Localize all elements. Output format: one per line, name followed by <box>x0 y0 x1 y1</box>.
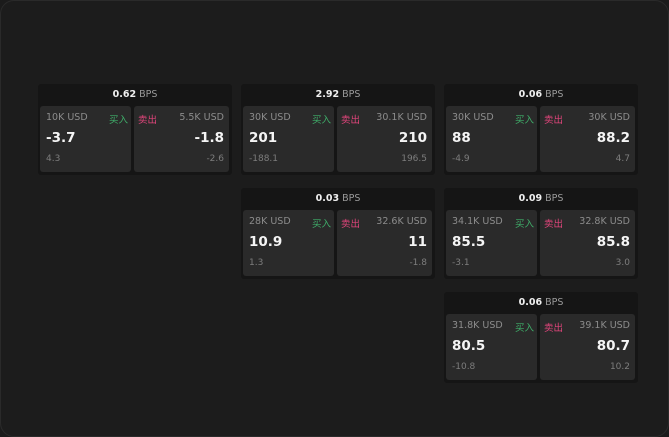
spread-value: 0.62 <box>112 89 137 100</box>
buy-quote-button[interactable]: 10K USD 买入 -3.7 4.3 <box>40 106 131 172</box>
spread-value: 0.06 <box>518 89 543 100</box>
sell-price: 88.2 <box>596 130 630 146</box>
buy-price: 88 <box>452 130 471 146</box>
spread-unit: BPS <box>342 89 361 100</box>
sell-size: 32.8K USD <box>579 216 630 227</box>
buy-price: 10.9 <box>249 234 283 250</box>
sell-change: 3.0 <box>615 258 630 268</box>
buy-quote-button[interactable]: 34.1K USD 买入 85.5 -3.1 <box>446 210 537 276</box>
sell-label: 卖出 <box>341 115 361 126</box>
buy-label: 买入 <box>311 115 331 126</box>
buy-price: -3.7 <box>46 130 76 146</box>
sell-price: -1.8 <box>194 130 224 146</box>
buy-size: 34.1K USD <box>452 216 503 227</box>
price-tile: 0.03 BPS 28K USD 买入 10.9 1.3 32.6K USD 卖… <box>241 188 435 279</box>
buy-label: 买入 <box>514 323 534 334</box>
buy-change: 1.3 <box>249 258 264 268</box>
sell-price: 210 <box>398 130 427 146</box>
buy-quote-button[interactable]: 28K USD 买入 10.9 1.3 <box>243 210 334 276</box>
spread-value: 0.09 <box>518 193 543 204</box>
price-tile: 0.06 BPS 31.8K USD 买入 80.5 -10.8 39.1K U… <box>444 292 638 383</box>
buy-label: 买入 <box>311 219 331 230</box>
spread-value: 0.03 <box>315 193 340 204</box>
buy-size: 30K USD <box>452 112 494 123</box>
sell-price: 85.8 <box>596 234 630 250</box>
sell-quote-button[interactable]: 39.1K USD 卖出 80.7 10.2 <box>540 314 635 380</box>
price-tile: 0.06 BPS 30K USD 买入 88 -4.9 30K USD 卖出 8… <box>444 84 638 175</box>
sell-price: 11 <box>408 234 427 250</box>
sell-change: -2.6 <box>206 154 224 164</box>
sell-size: 5.5K USD <box>179 112 224 123</box>
buy-label: 买入 <box>514 115 534 126</box>
buy-price: 80.5 <box>452 338 486 354</box>
spread-header: 0.62 BPS <box>38 84 232 105</box>
buy-price: 85.5 <box>452 234 486 250</box>
buy-quote-button[interactable]: 30K USD 买入 201 -188.1 <box>243 106 334 172</box>
sell-price: 80.7 <box>596 338 630 354</box>
buy-quote-button[interactable]: 30K USD 买入 88 -4.9 <box>446 106 537 172</box>
buy-size: 28K USD <box>249 216 291 227</box>
spread-unit: BPS <box>545 297 564 308</box>
buy-quote-button[interactable]: 31.8K USD 买入 80.5 -10.8 <box>446 314 537 380</box>
sell-quote-button[interactable]: 5.5K USD 卖出 -1.8 -2.6 <box>134 106 229 172</box>
sell-size: 30K USD <box>588 112 630 123</box>
spread-unit: BPS <box>139 89 158 100</box>
buy-change: -3.1 <box>452 258 470 268</box>
buy-label: 买入 <box>514 219 534 230</box>
spread-unit: BPS <box>545 89 564 100</box>
sell-label: 卖出 <box>544 219 564 230</box>
sell-quote-button[interactable]: 30.1K USD 卖出 210 196.5 <box>337 106 432 172</box>
spread-value: 0.06 <box>518 297 543 308</box>
price-tile: 2.92 BPS 30K USD 买入 201 -188.1 30.1K USD… <box>241 84 435 175</box>
buy-change: -10.8 <box>452 362 476 372</box>
sell-label: 卖出 <box>138 115 158 126</box>
sell-change: -1.8 <box>409 258 427 268</box>
buy-label: 买入 <box>108 115 128 126</box>
sell-size: 39.1K USD <box>579 320 630 331</box>
sell-quote-button[interactable]: 30K USD 卖出 88.2 4.7 <box>540 106 635 172</box>
price-tile: 0.62 BPS 10K USD 买入 -3.7 4.3 5.5K USD 卖出… <box>38 84 232 175</box>
sell-change: 10.2 <box>609 362 630 372</box>
sell-size: 30.1K USD <box>376 112 427 123</box>
buy-change: -188.1 <box>249 154 279 164</box>
buy-size: 31.8K USD <box>452 320 503 331</box>
spread-unit: BPS <box>545 193 564 204</box>
spread-header: 2.92 BPS <box>241 84 435 105</box>
buy-change: -4.9 <box>452 154 470 164</box>
buy-price: 201 <box>249 130 278 146</box>
spread-header: 0.03 BPS <box>241 188 435 209</box>
buy-size: 30K USD <box>249 112 291 123</box>
spread-header: 0.09 BPS <box>444 188 638 209</box>
sell-change: 4.7 <box>615 154 630 164</box>
buy-size: 10K USD <box>46 112 88 123</box>
sell-change: 196.5 <box>401 154 427 164</box>
sell-size: 32.6K USD <box>376 216 427 227</box>
sell-label: 卖出 <box>544 115 564 126</box>
sell-label: 卖出 <box>341 219 361 230</box>
price-tile: 0.09 BPS 34.1K USD 买入 85.5 -3.1 32.8K US… <box>444 188 638 279</box>
buy-change: 4.3 <box>46 154 61 164</box>
spread-unit: BPS <box>342 193 361 204</box>
sell-quote-button[interactable]: 32.6K USD 卖出 11 -1.8 <box>337 210 432 276</box>
spread-value: 2.92 <box>315 89 340 100</box>
spread-header: 0.06 BPS <box>444 292 638 313</box>
sell-label: 卖出 <box>544 323 564 334</box>
sell-quote-button[interactable]: 32.8K USD 卖出 85.8 3.0 <box>540 210 635 276</box>
spread-header: 0.06 BPS <box>444 84 638 105</box>
